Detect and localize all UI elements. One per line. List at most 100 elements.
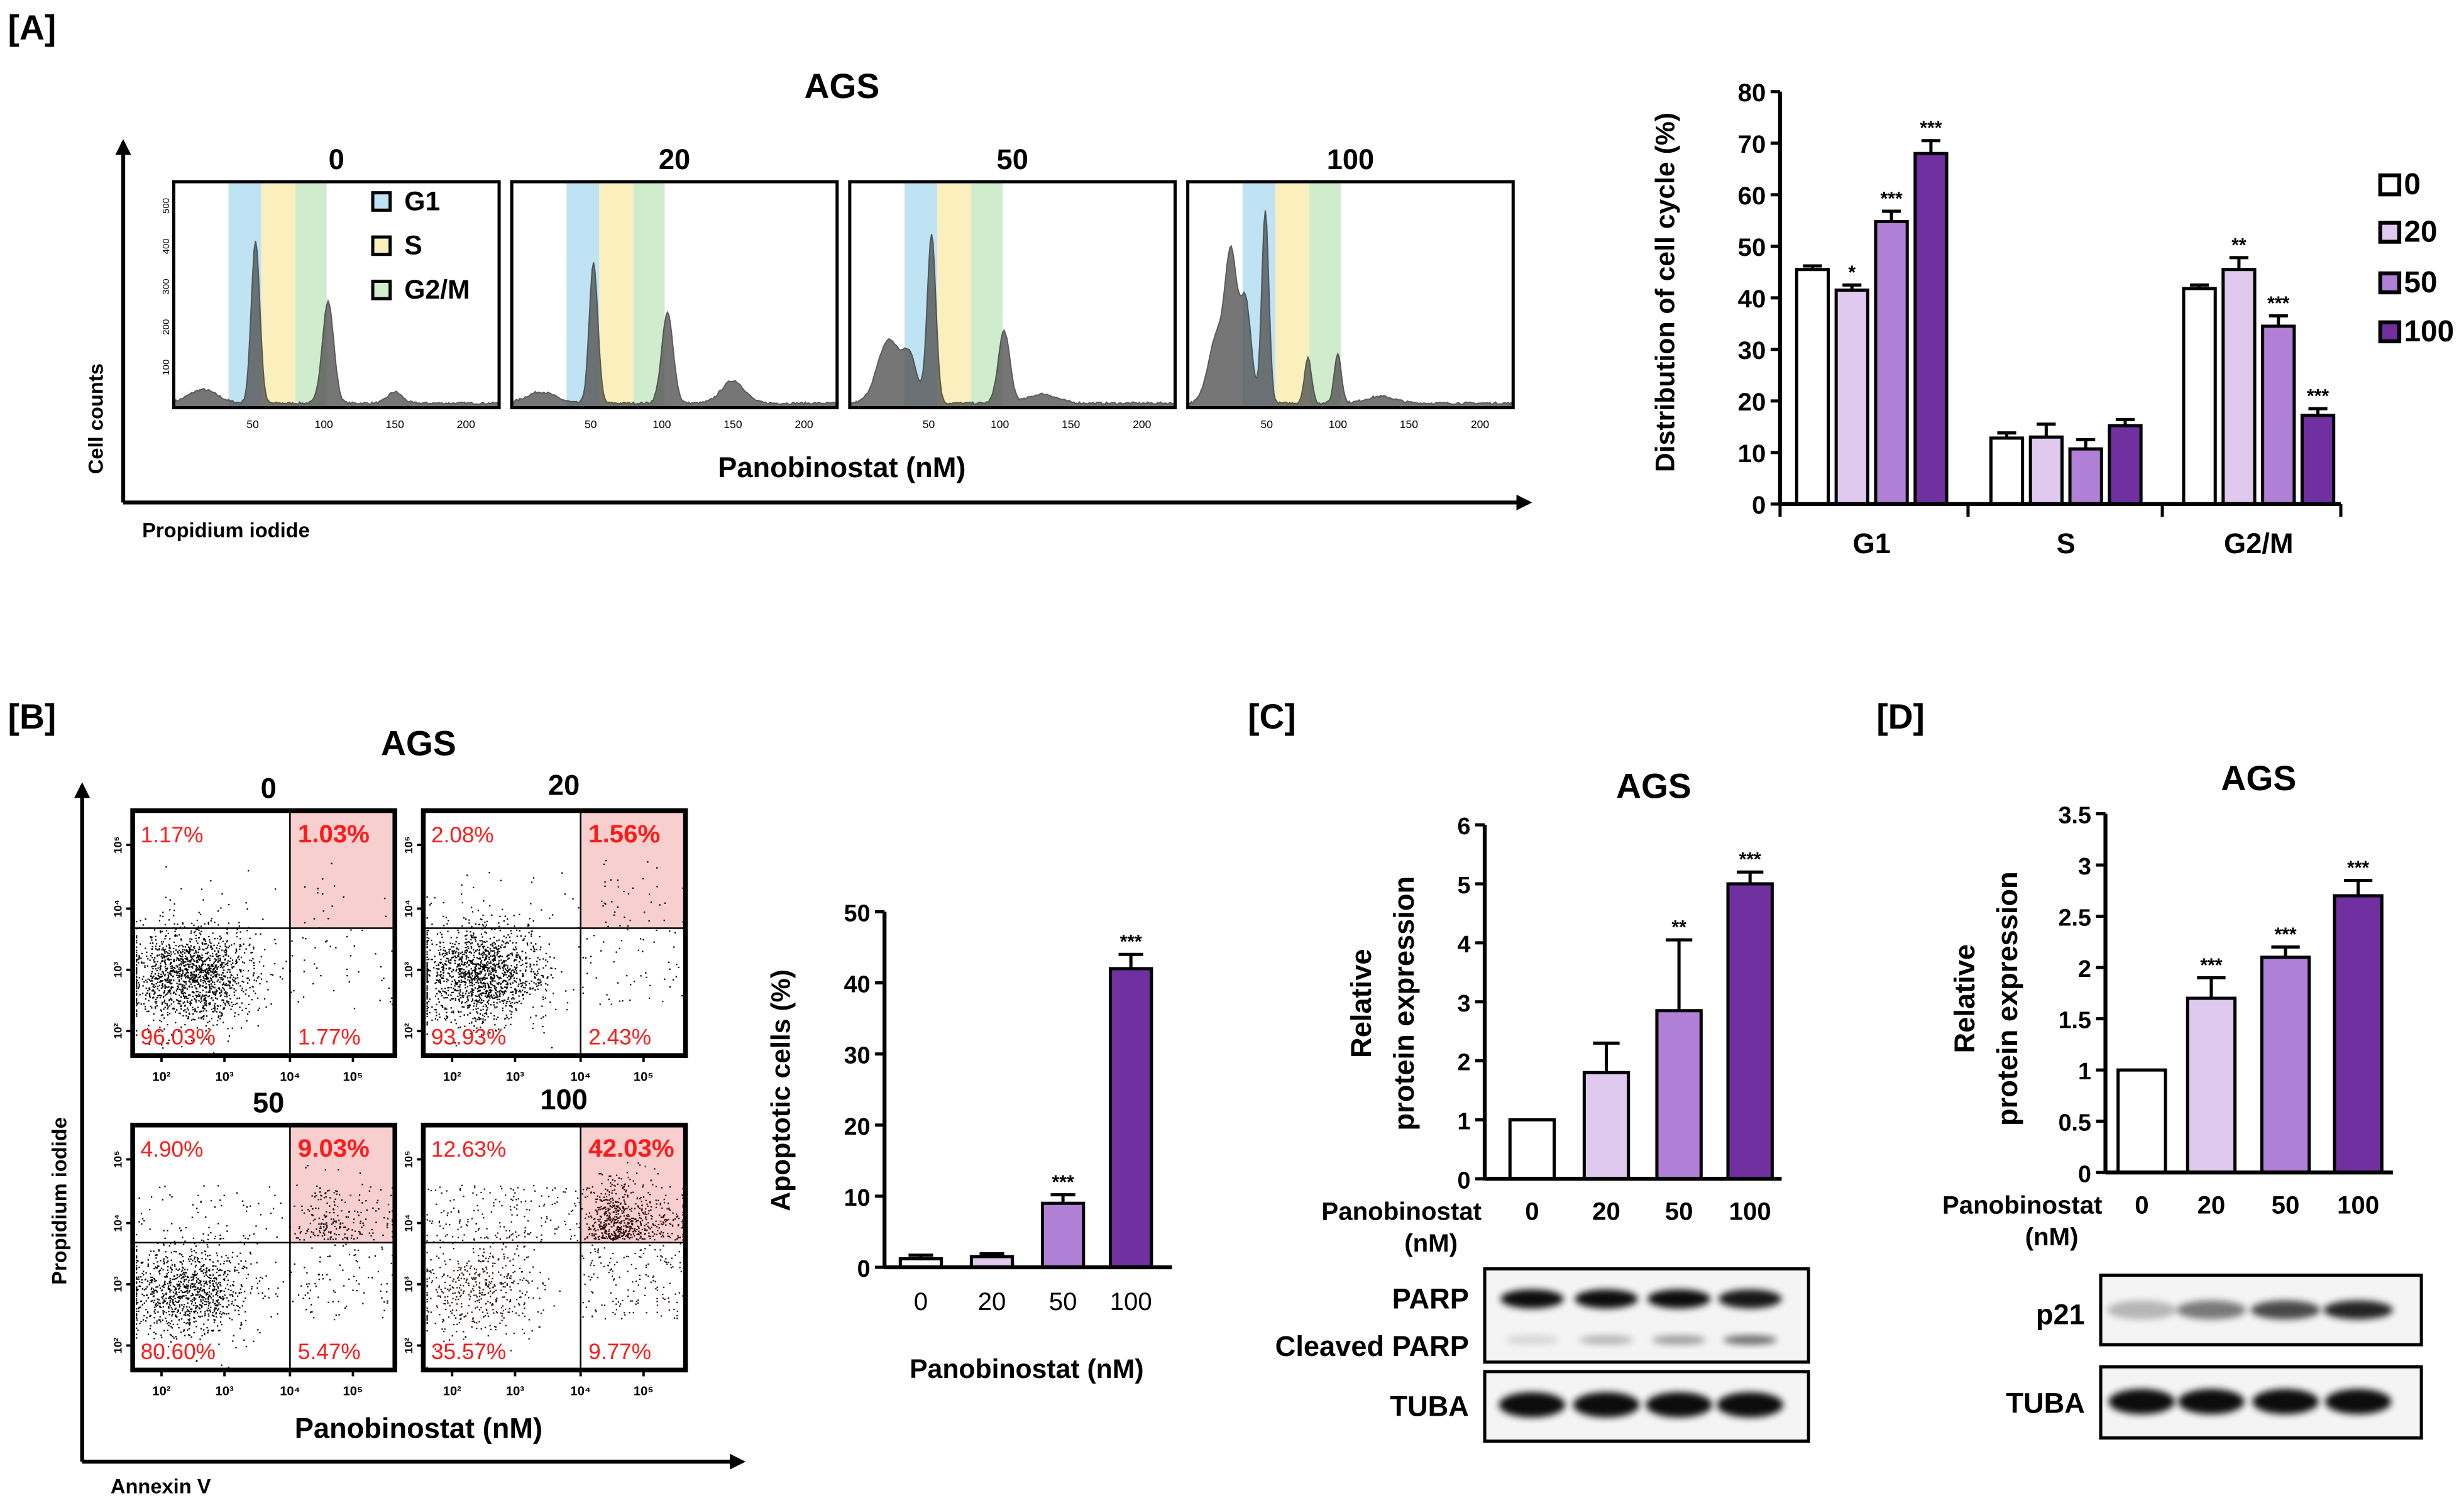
x-tick-label: 100 xyxy=(652,418,671,431)
x-category-label: 100 xyxy=(2337,1191,2379,1220)
y-tick-label: 10⁵ xyxy=(111,836,124,854)
x-tick-label: 50 xyxy=(1261,418,1273,431)
x-tick-label: 200 xyxy=(1471,418,1490,431)
x-tick-label: 50 xyxy=(585,418,597,431)
histogram-area xyxy=(849,234,1177,409)
blot-label: TUBA xyxy=(1390,1390,1469,1422)
y-tick-label: 10³ xyxy=(402,962,415,978)
bar xyxy=(1834,289,1869,506)
y-tick-label: 0 xyxy=(1752,491,1766,519)
x-tick-label: 150 xyxy=(1062,418,1081,431)
y-tick-label: 3.5 xyxy=(2059,802,2091,829)
y-tick-label: 10² xyxy=(111,1338,124,1354)
y-tick-label: 5 xyxy=(1457,872,1470,898)
x-tick-label: 150 xyxy=(723,418,742,431)
bar xyxy=(2333,894,2384,1174)
y-tick-label: 3 xyxy=(1457,990,1470,1016)
histogram-dose-label: 50 xyxy=(997,143,1028,175)
bar xyxy=(2300,414,2336,506)
protein-band xyxy=(1499,1392,1566,1418)
protein-band xyxy=(2176,1300,2247,1319)
bar xyxy=(2260,956,2311,1174)
significance-marker: ** xyxy=(2231,235,2247,256)
flow-events xyxy=(136,862,393,1054)
y-tick-label: 2 xyxy=(1457,1049,1470,1076)
y-tick-label: 10 xyxy=(844,1184,871,1211)
y-tick-label: 300 xyxy=(161,278,172,294)
histogram-dose-label: 0 xyxy=(329,143,344,175)
panel-label-a: [A] xyxy=(8,8,57,47)
y-tick-label: 10² xyxy=(402,1023,415,1039)
significance-marker: *** xyxy=(1881,189,1903,209)
y-tick-label: 3 xyxy=(2078,853,2091,879)
x-tick-label: 10³ xyxy=(506,1070,524,1084)
x-category-label: 100 xyxy=(1729,1198,1771,1226)
y-axis-label: Cell counts xyxy=(84,363,107,474)
western-blot: TUBA xyxy=(1390,1370,1810,1443)
y-tick-label: 100 xyxy=(161,360,172,375)
legend-label: 100 xyxy=(2404,315,2455,348)
x-tick-label: 150 xyxy=(1400,418,1419,431)
quadrant-percentage: 1.56% xyxy=(588,820,660,848)
legend-swatch xyxy=(2378,221,2402,244)
y-axis-title: Apoptotic cells (%) xyxy=(766,969,796,1211)
histogram-frame xyxy=(172,180,501,410)
panel-label-c: [C] xyxy=(1248,697,1296,736)
x-tick-label: 150 xyxy=(386,418,405,431)
histogram-panel-20: 20 50 100 150 200 xyxy=(510,143,839,431)
y-tick-label: 200 xyxy=(161,319,172,335)
x-category-label: 50 xyxy=(2272,1191,2300,1220)
bar xyxy=(2221,268,2257,506)
x-tick-label: 100 xyxy=(1329,418,1348,431)
quadrant-percentage: 9.03% xyxy=(298,1134,370,1162)
flow-frame xyxy=(421,1122,688,1373)
histogram-figure-title: AGS xyxy=(804,67,879,106)
bar xyxy=(1655,1009,1703,1181)
legend-swatch xyxy=(2378,271,2402,295)
s-band xyxy=(1275,182,1310,408)
x-category-label: 0 xyxy=(1525,1198,1539,1226)
blot-label: p21 xyxy=(2036,1298,2085,1330)
y-tick-label: 30 xyxy=(844,1042,871,1069)
bar xyxy=(2028,435,2064,506)
blot-label: Cleaved PARP xyxy=(1275,1330,1469,1362)
legend-label: 20 xyxy=(2404,216,2438,249)
quadrant-percentage: 35.57% xyxy=(431,1340,506,1364)
quadrant-percentage: 1.77% xyxy=(298,1025,361,1050)
legend-label: 0 xyxy=(2404,168,2421,201)
significance-marker: *** xyxy=(2347,857,2369,878)
x-tick-label: 10² xyxy=(443,1070,461,1084)
blot-label: TUBA xyxy=(2006,1387,2085,1419)
western-blot: p21 xyxy=(2036,1274,2423,1347)
apoptotic-quadrant-fill xyxy=(290,810,395,928)
flow-plot-20: 20 2.08% 1.56% 93.93% 2.43% 10² 10² 10³ 10³ 10⁴ 10… xyxy=(402,769,688,1084)
y-tick-label: 2.5 xyxy=(2059,905,2091,931)
significance-marker: *** xyxy=(1739,849,1761,870)
x-tick-label: 10² xyxy=(152,1385,170,1399)
histogram-dose-label: 100 xyxy=(1327,143,1374,175)
y-tick-label: 10 xyxy=(1738,439,1766,468)
bar xyxy=(2116,1068,2167,1174)
x-category-label: 100 xyxy=(1110,1287,1152,1316)
legend-swatch xyxy=(2378,173,2402,197)
flow-plot-50: 50 4.90% 9.03% 80.60% 5.47% 10² 10² 10³ 10³ 10⁴ 10… xyxy=(111,1087,397,1399)
x-category-label: G1 xyxy=(1853,527,1891,559)
quadrant-percentage: 2.43% xyxy=(588,1025,651,1050)
significance-marker: *** xyxy=(1120,932,1142,952)
flow-dose-label: 100 xyxy=(540,1084,587,1116)
panel-label-d: [D] xyxy=(1876,697,1925,736)
y-tick-label: 400 xyxy=(161,238,172,254)
histogram-panel-0: 0 50 100 150 200 100 200 300 400 500 G1 S G2/M xyxy=(161,143,501,431)
x-tick-label: 10⁴ xyxy=(280,1385,300,1399)
y-tick-label: 2 xyxy=(2078,956,2091,982)
y-tick-label: 1.5 xyxy=(2059,1007,2091,1033)
bar xyxy=(1913,151,1949,506)
y-tick-label: 70 xyxy=(1738,130,1766,158)
y-axis-title: protein expression xyxy=(1388,876,1420,1131)
histogram-frame xyxy=(848,180,1177,410)
x-category-label: 20 xyxy=(2197,1191,2226,1220)
legend-swatch xyxy=(2378,320,2402,344)
p21-bar-chart: 0 0.5 1 1.5 2 2.5 3 3.5 *** *** *** 0 20 50 100 Panobin… xyxy=(1942,802,2393,1251)
legend-swatch xyxy=(371,191,392,212)
